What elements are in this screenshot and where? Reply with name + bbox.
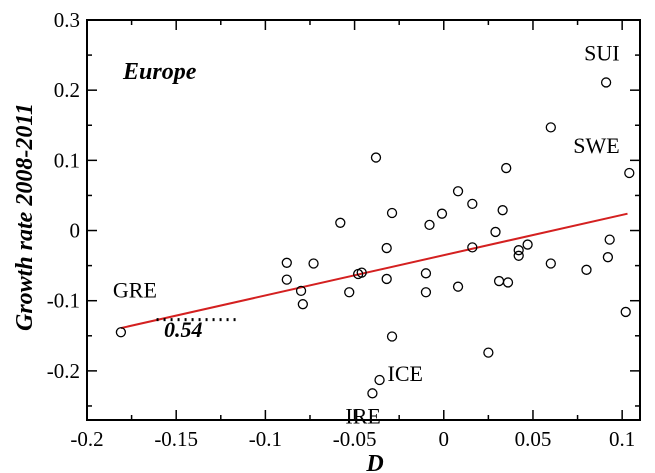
data-point: [483, 347, 494, 358]
data-point: [600, 77, 612, 88]
x-tick-label: 0.1: [609, 427, 635, 451]
data-point: [420, 268, 432, 279]
country-label: SUI: [584, 40, 619, 65]
y-tick-label: -0.2: [47, 359, 80, 383]
data-point: [281, 257, 292, 268]
regression-line: [120, 212, 628, 330]
country-label: IRE: [345, 403, 380, 428]
data-point: [493, 275, 505, 287]
data-point: [620, 306, 631, 318]
data-point: [308, 258, 319, 269]
data-point: [356, 267, 367, 278]
slope-label: 0.54: [164, 317, 203, 342]
data-point: [452, 281, 464, 292]
data-point: [522, 239, 533, 250]
data-point: [386, 207, 398, 219]
y-tick-label: 0.1: [54, 148, 80, 172]
data-point: [513, 245, 524, 256]
data-point: [115, 327, 127, 338]
data-point: [295, 285, 307, 297]
country-annotations: SUI SWE GRE ICE IRE: [113, 40, 620, 428]
data-point: [513, 250, 524, 261]
data-point: [452, 186, 464, 197]
data-point: [420, 287, 432, 298]
x-tick-label: -0.15: [154, 427, 198, 451]
data-point: [281, 274, 292, 285]
data-point: [545, 258, 556, 269]
data-point: [367, 388, 378, 399]
y-axis-tick-labels: -0.2 -0.1 0 0.1 0.2 0.3: [47, 8, 80, 383]
data-point: [490, 226, 501, 238]
data-point: [381, 242, 392, 254]
data-point: [604, 234, 615, 245]
x-axis-tick-labels: -0.2 -0.15 -0.1 -0.05 0 0.05 0.1: [70, 427, 635, 451]
data-point: [502, 277, 514, 288]
panel-label: Europe: [122, 59, 197, 85]
data-points: [115, 77, 635, 399]
country-label: SWE: [573, 133, 619, 158]
data-point: [381, 273, 392, 285]
data-point: [497, 205, 508, 216]
data-point: [374, 374, 385, 386]
data-point: [624, 167, 635, 179]
data-point: [436, 208, 448, 219]
y-tick-label: 0.3: [54, 8, 80, 32]
x-tick-label: -0.05: [333, 427, 377, 451]
x-tick-label: 0.05: [515, 427, 552, 451]
x-tick-label: -0.1: [249, 427, 282, 451]
data-point: [297, 299, 308, 310]
data-point: [467, 198, 478, 210]
x-tick-label: 0: [439, 427, 450, 451]
data-point: [545, 122, 556, 133]
data-point: [370, 152, 382, 163]
y-tick-label: 0.2: [54, 78, 80, 102]
data-point: [335, 217, 346, 228]
y-axis-title: Growth rate 2008-2011: [12, 103, 38, 331]
x-axis-title: D: [365, 451, 383, 473]
country-label: GRE: [113, 277, 157, 302]
x-tick-label: -0.2: [70, 427, 103, 451]
y-tick-label: -0.1: [47, 289, 80, 313]
plot-frame: [86, 19, 641, 421]
data-point: [344, 287, 355, 298]
data-point: [386, 331, 398, 342]
data-point: [424, 219, 435, 231]
country-label: ICE: [388, 361, 423, 386]
data-point: [602, 252, 614, 263]
data-point: [581, 264, 592, 275]
data-point: [501, 162, 512, 174]
y-tick-label: 0: [70, 219, 81, 243]
data-point: [467, 242, 478, 253]
